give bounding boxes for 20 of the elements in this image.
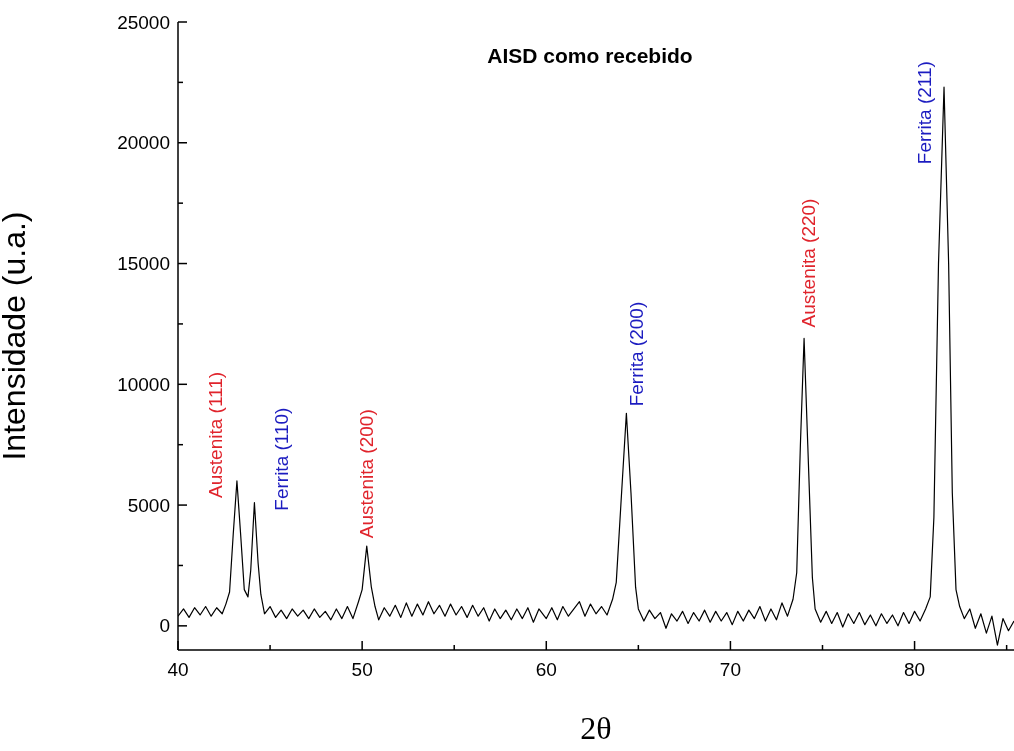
- x-tick-label: 60: [535, 659, 557, 680]
- annotation: Ferrita (211): [913, 61, 935, 165]
- y-tick-label: 15000: [117, 253, 170, 275]
- text: AISD como recebido: [486, 44, 694, 68]
- x-tick-label: 40: [167, 659, 189, 680]
- x-tick-label: 70: [719, 659, 741, 680]
- annotation: Austenita (111): [204, 371, 226, 498]
- x-tick-label: 50: [351, 659, 373, 680]
- annotation: Ferrita (200): [626, 301, 648, 407]
- y-tick-label: 20000: [117, 132, 170, 154]
- y-tick-label: 25000: [117, 11, 170, 33]
- annotation: Austenita (220): [797, 198, 819, 328]
- y-tick-label: 10000: [117, 373, 170, 395]
- x-axis-title: 2θ: [580, 710, 612, 746]
- y-tick-label: 5000: [127, 494, 170, 516]
- y-axis-title: Intensidade (u.a.): [0, 211, 33, 461]
- annotation: Ferrita (110): [271, 407, 293, 511]
- x-tick-label: 80: [903, 659, 926, 680]
- annotation: Austenita (200): [356, 409, 378, 539]
- y-tick-label: 0: [159, 615, 170, 637]
